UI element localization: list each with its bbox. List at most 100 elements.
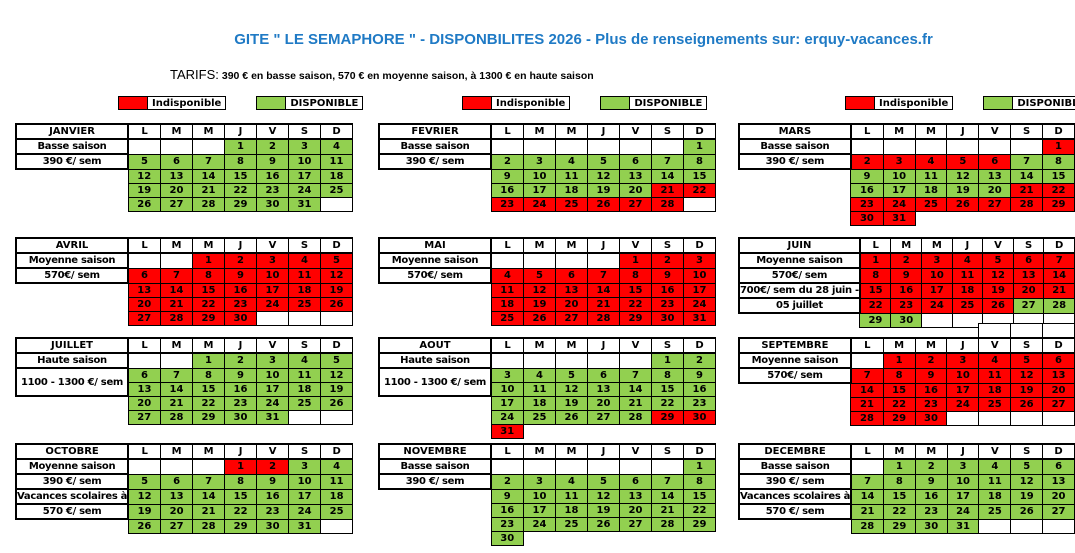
- day-cell: 30: [850, 210, 884, 226]
- empty-day-cell: [555, 458, 588, 475]
- season-label-cell: 390 €/ sem: [738, 153, 852, 170]
- spacer-cell: [1043, 211, 1075, 225]
- day-cell: 18: [951, 282, 984, 299]
- day-cell: 15: [651, 381, 684, 397]
- day-cell: 27: [160, 196, 193, 212]
- day-cell: 26: [587, 516, 620, 532]
- day-cell: 10: [256, 367, 289, 383]
- day-cell: 22: [683, 182, 716, 198]
- day-cell: 28: [850, 410, 884, 426]
- day-cell: 12: [1010, 367, 1044, 384]
- week-row: 27 28 29 30: [16, 310, 353, 326]
- day-cell: 9: [256, 473, 290, 490]
- day-header-cell: V: [619, 443, 652, 460]
- week-row: 31: [379, 423, 716, 439]
- day-header-cell: L: [490, 337, 524, 354]
- day-cell: 26: [320, 296, 353, 312]
- month-name-cell: DECEMBRE: [737, 443, 853, 460]
- day-cell: 10: [490, 381, 524, 397]
- day-cell: 6: [1012, 252, 1045, 269]
- day-cell: 3: [288, 138, 321, 155]
- month-name-cell: JANVIER: [15, 123, 129, 140]
- day-cell: 17: [288, 168, 321, 184]
- month-header-row: DECEMBRE L M M J V S D: [737, 443, 1075, 460]
- day-cell: 23: [914, 503, 948, 520]
- day-cell: 1: [1042, 138, 1075, 155]
- empty-day-cell: [192, 138, 225, 155]
- day-header-cell: V: [256, 237, 289, 254]
- spacer-cell: [379, 169, 491, 183]
- day-cell: 2: [256, 138, 289, 155]
- week-row: 570€/ sem 6 7 8 9 10 11 12: [15, 267, 353, 284]
- day-cell: 11: [288, 367, 321, 383]
- day-cell: 20: [619, 182, 652, 198]
- day-header-cell: D: [1042, 337, 1075, 354]
- spacer-cell: [16, 183, 128, 197]
- spacer-cell: [684, 424, 716, 438]
- legend-item: Indisponible: [118, 96, 227, 110]
- day-cell: 31: [288, 518, 322, 534]
- week-row: 570€/ sem 8 9 10 11 12 13 14: [738, 267, 1075, 284]
- day-cell: 6: [587, 367, 620, 383]
- week-row: 18 19 20 21 22 23 24: [379, 296, 716, 312]
- day-header-cell: M: [523, 337, 556, 354]
- day-cell: 29: [859, 312, 892, 328]
- day-header-cell: V: [982, 237, 1014, 254]
- day-cell: 6: [1042, 458, 1075, 475]
- day-cell: 21: [1010, 182, 1044, 198]
- day-cell: 11: [288, 267, 321, 284]
- day-cell: 12: [127, 488, 162, 505]
- legend-item: DISPONIBLE: [600, 96, 708, 110]
- day-cell: 31: [256, 409, 289, 425]
- day-cell: 29: [192, 409, 225, 425]
- day-cell: 8: [192, 267, 225, 284]
- day-cell: 2: [490, 153, 524, 170]
- day-cell: 25: [320, 503, 354, 520]
- season-label-cell: Vacances scolaires à: [737, 488, 853, 505]
- day-header-cell: L: [490, 123, 524, 140]
- day-cell: 26: [127, 518, 162, 534]
- empty-day-cell: [320, 310, 353, 326]
- day-cell: 29: [619, 310, 652, 326]
- week-row: 10 11 12 13 14 15 16: [379, 381, 716, 397]
- day-cell: 4: [320, 138, 353, 155]
- day-cell: 20: [978, 182, 1012, 198]
- week-row: 23 24 25 26 27 28 29: [379, 516, 716, 532]
- available-swatch: [983, 96, 1014, 110]
- season-label-cell: 1100 - 1300 €/ sem: [15, 367, 129, 397]
- month-table-juillet: JUILLET L M M J V S D Haute saison 1 2 3 4 5 1100 - 13…: [15, 337, 353, 425]
- spacer-cell: [556, 531, 588, 545]
- week-row: Vacances scolaires à 12 13 14 15 16 17 18: [14, 488, 354, 505]
- day-cell: 3: [946, 458, 980, 475]
- month-name-cell: AOUT: [378, 337, 492, 354]
- day-header-cell: M: [555, 443, 588, 460]
- day-cell: 25: [951, 297, 984, 314]
- day-cell: 22: [224, 182, 257, 198]
- day-cell: 5: [555, 367, 588, 383]
- week-row: 390 €/ sem 7 8 9 10 11 12 13: [737, 473, 1075, 490]
- day-cell: 12: [320, 267, 353, 284]
- day-cell: 29: [882, 410, 916, 426]
- week-row: 390 €/ sem 5 6 7 8 9 10 11: [14, 473, 354, 490]
- week-row: 23 24 25 26 27 28 29: [739, 196, 1075, 212]
- season-label-cell: Basse saison: [378, 458, 492, 475]
- day-header-cell: M: [555, 237, 588, 254]
- day-cell: 16: [651, 282, 684, 298]
- month-header-row: AOUT L M M J V S D: [378, 337, 716, 354]
- day-cell: 24: [946, 396, 980, 412]
- month-name-cell: MAI: [378, 237, 492, 254]
- spacer-cell: [851, 324, 883, 339]
- day-cell: 14: [651, 488, 684, 504]
- empty-day-cell: [1042, 410, 1075, 426]
- day-cell: 26: [127, 196, 161, 212]
- legend-item: Indisponible: [845, 96, 954, 110]
- day-cell: 4: [914, 153, 948, 170]
- week-row: Basse saison 1: [378, 138, 716, 155]
- day-cell: 19: [320, 282, 353, 298]
- month-name-cell: JUIN: [738, 237, 861, 254]
- day-cell: 6: [127, 367, 161, 383]
- spacer-cell: [947, 324, 979, 339]
- day-cell: 9: [490, 168, 524, 184]
- spacer-cell: [379, 311, 491, 325]
- day-cell: 3: [490, 367, 524, 383]
